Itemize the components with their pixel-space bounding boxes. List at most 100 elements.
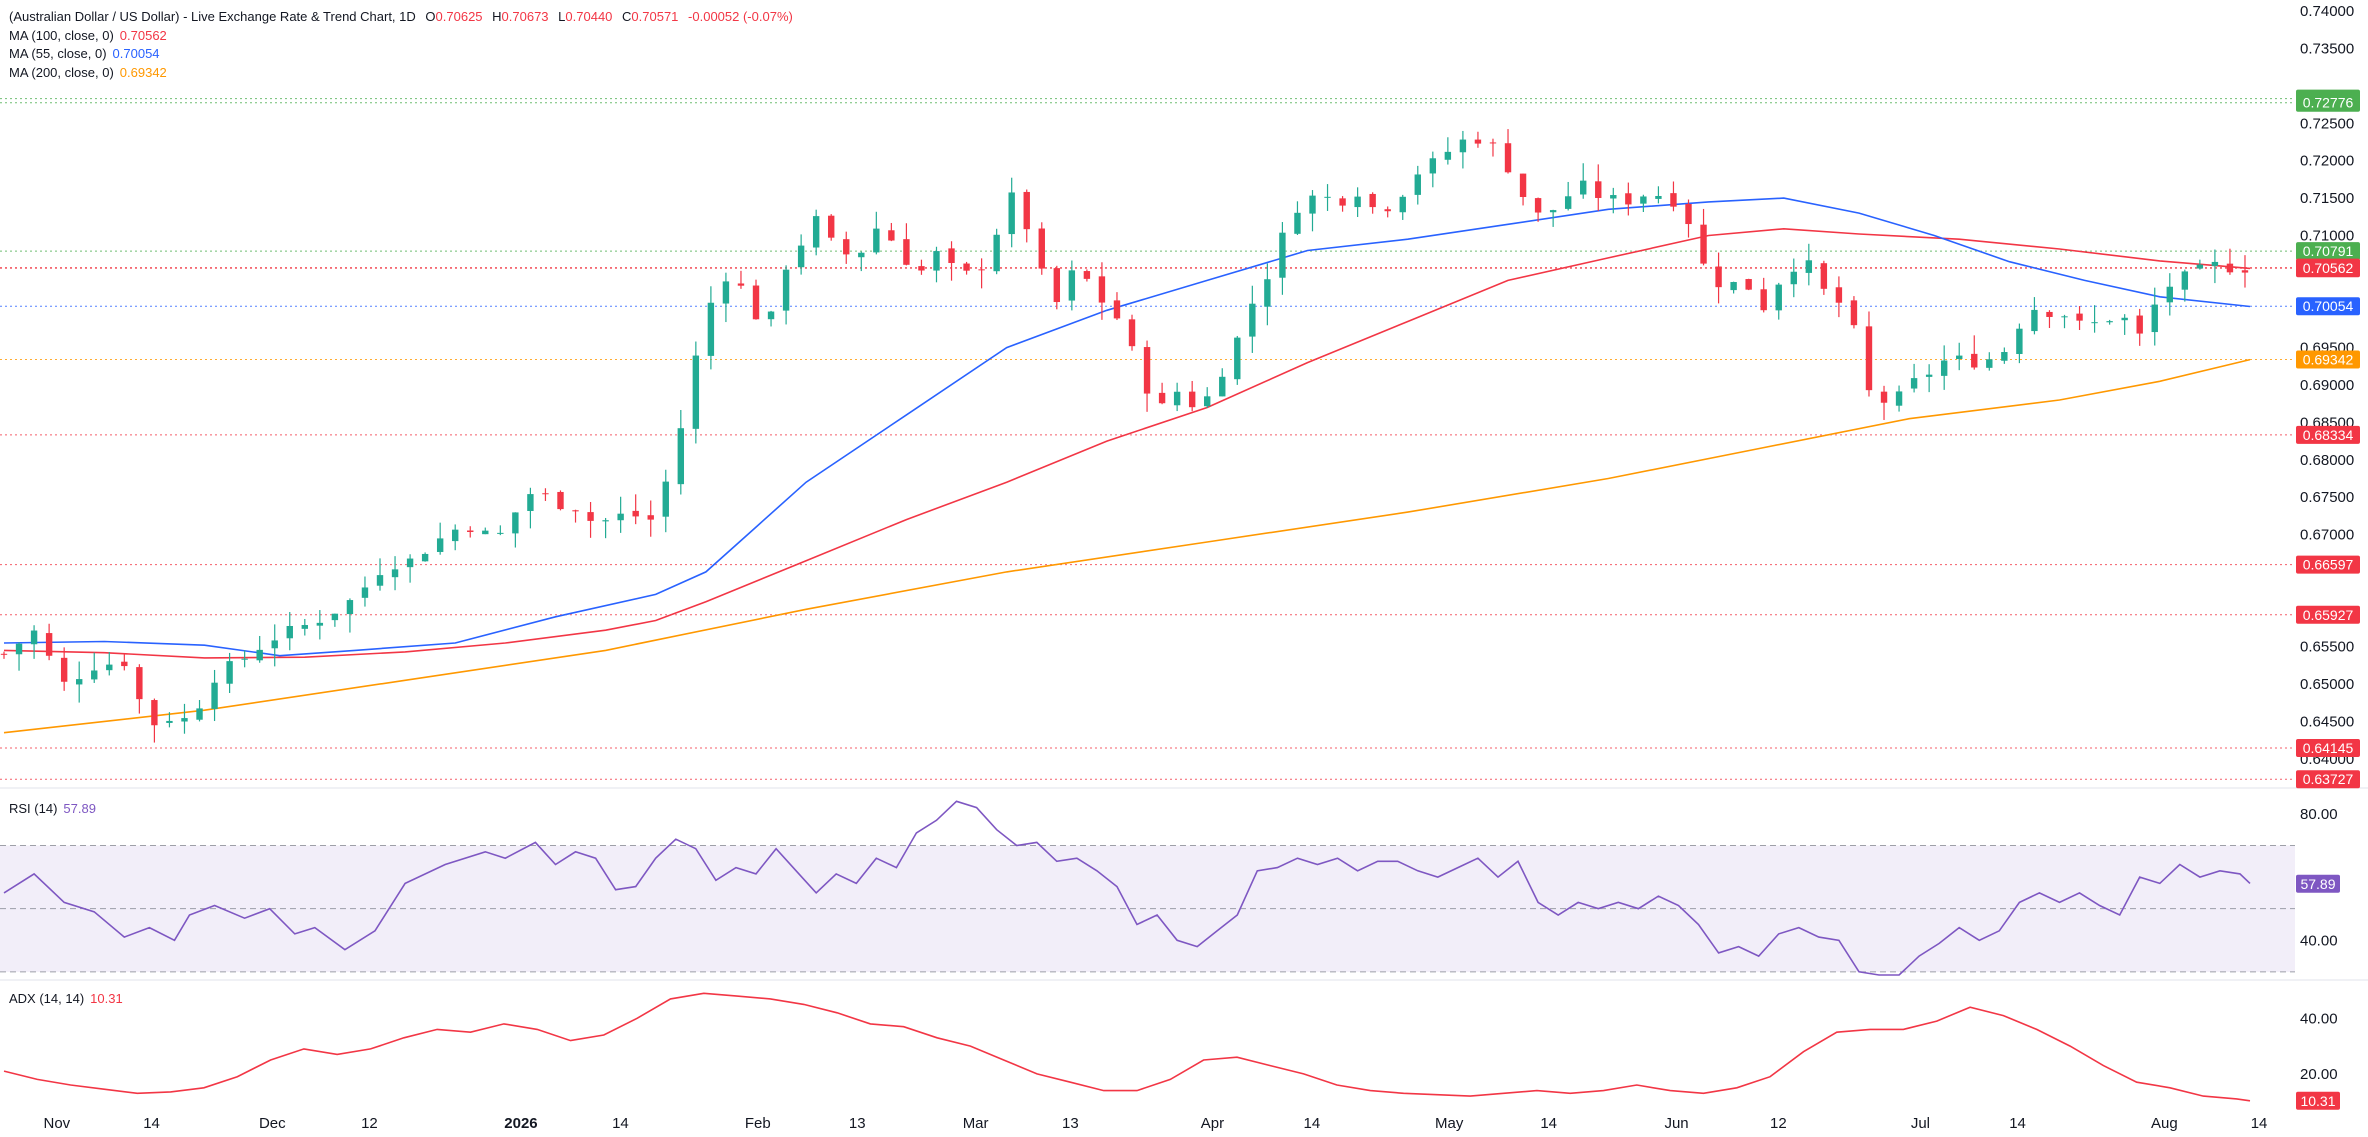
candle	[1805, 243, 1813, 286]
x-tick-label: 2026	[504, 1115, 537, 1132]
candle	[993, 228, 1000, 275]
candle-body	[1940, 360, 1948, 376]
candle-body	[1519, 173, 1527, 198]
x-tick-label: Nov	[43, 1115, 70, 1132]
candle-body	[828, 215, 835, 238]
candle-body	[587, 512, 594, 521]
x-tick-label: 14	[1304, 1115, 1321, 1132]
candle-body	[497, 532, 504, 534]
candle	[1790, 258, 1797, 298]
y-tick-label: 0.74000	[2300, 3, 2354, 20]
candle	[632, 494, 639, 525]
candle	[301, 618, 309, 636]
candle-body	[677, 428, 685, 485]
candle-body	[2046, 311, 2053, 317]
rsi-value-tag	[2296, 874, 2340, 893]
candle	[196, 699, 203, 722]
candle-body	[271, 640, 278, 649]
candle-body	[2031, 309, 2038, 332]
ma55-legend[interactable]: MA (55, close, 0) 0.70054	[9, 45, 166, 63]
candle	[91, 652, 98, 683]
candle-body	[2226, 263, 2234, 273]
candle-body	[106, 664, 113, 671]
price-tag-box	[2296, 738, 2360, 757]
candle	[2031, 297, 2038, 335]
x-tick-label: Aug	[2151, 1115, 2178, 1132]
candle-body	[2241, 270, 2249, 273]
candle-body	[1369, 193, 1376, 208]
candle	[226, 652, 233, 693]
candle-body	[121, 661, 128, 667]
candle	[918, 259, 925, 275]
candle	[1775, 282, 1782, 320]
price-tag-box	[2296, 425, 2360, 444]
candle-body	[1219, 376, 1226, 397]
price-tag-label: 0.63727	[2303, 771, 2354, 787]
high-label: H	[492, 9, 502, 24]
adx-label: ADX (14, 14)	[9, 991, 85, 1006]
change-value: -0.00052 (-0.07%)	[688, 9, 793, 24]
candle	[1700, 208, 1707, 266]
candle	[1715, 252, 1722, 304]
candle	[1895, 385, 1903, 412]
candle-body	[452, 529, 459, 542]
adx-line	[3, 992, 2251, 1102]
y-tick-label: 0.67500	[2300, 489, 2354, 506]
y-tick-label: 0.71500	[2300, 190, 2354, 207]
candle	[572, 509, 579, 523]
x-tick-label: Apr	[1201, 1115, 1224, 1132]
ohlc-high: H0.70673	[492, 9, 548, 24]
adx-legend[interactable]: ADX (14, 14) 10.31	[9, 990, 129, 1008]
candle	[1444, 137, 1452, 165]
candle	[542, 488, 549, 501]
candle-body	[2001, 352, 2008, 361]
ma200-legend[interactable]: MA (200, close, 0) 0.69342	[9, 64, 173, 82]
candle	[1143, 340, 1151, 412]
candle-body	[136, 667, 143, 700]
candle-body	[1158, 392, 1166, 404]
x-tick-label: Dec	[259, 1115, 286, 1132]
candle-body	[331, 613, 339, 621]
candle	[106, 652, 113, 676]
candle	[1549, 209, 1557, 227]
candle-body	[256, 649, 263, 661]
candle	[873, 211, 880, 255]
candle	[2241, 255, 2249, 288]
candle-body	[527, 494, 534, 511]
candle	[1956, 342, 1963, 371]
candle-body	[1459, 139, 1467, 153]
candle-body	[617, 513, 624, 521]
candle-body	[1910, 378, 1918, 389]
candle	[843, 231, 850, 264]
candle	[1910, 363, 1918, 393]
x-tick-label: 14	[2251, 1115, 2268, 1132]
candle-body	[45, 633, 53, 656]
candle	[557, 490, 564, 511]
candle	[512, 512, 519, 548]
price-tag-label: 0.70054	[2303, 298, 2354, 314]
candle	[1534, 197, 1542, 222]
candle-body	[978, 269, 985, 271]
rsi-legend[interactable]: RSI (14) 57.89	[9, 800, 102, 818]
rsi-label: RSI (14)	[9, 801, 58, 816]
candle	[978, 258, 985, 289]
candle	[2121, 314, 2128, 335]
candle	[76, 661, 83, 703]
candle-body	[1098, 276, 1106, 303]
candle	[722, 272, 730, 323]
candle-body	[1820, 263, 1828, 289]
candle-body	[196, 708, 203, 720]
rsi-y-tick: 80.00	[2300, 806, 2338, 823]
candle-body	[1549, 210, 1557, 213]
ma100-legend[interactable]: MA (100, close, 0) 0.70562	[9, 27, 173, 45]
candle-body	[30, 630, 38, 645]
candle-body	[1986, 359, 1993, 368]
candle-body	[602, 520, 609, 522]
adx-value-tag	[2296, 1091, 2340, 1110]
candle-body	[512, 512, 519, 534]
candle	[1880, 385, 1888, 420]
candle-body	[1640, 196, 1647, 204]
candle	[361, 576, 369, 607]
